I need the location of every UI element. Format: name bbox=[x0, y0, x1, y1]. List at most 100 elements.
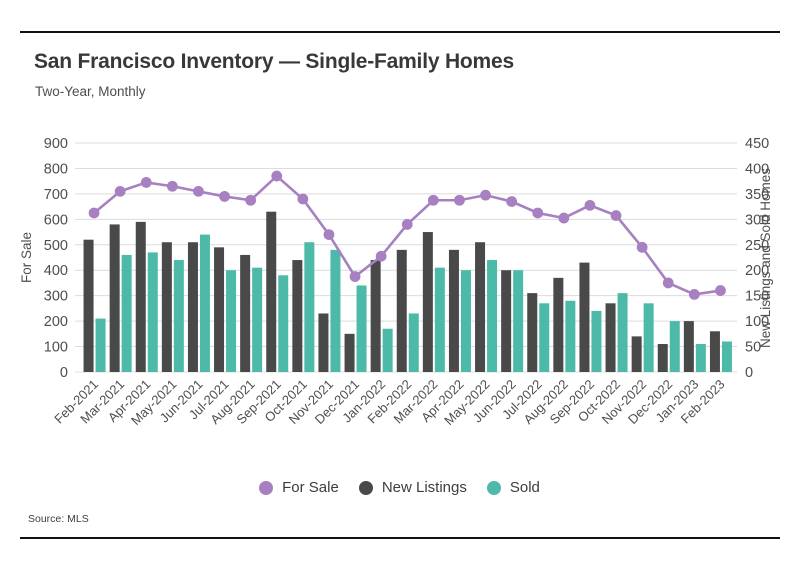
x-axis-tick: Dec-2022 bbox=[625, 377, 675, 427]
x-axis-tick: Apr-2022 bbox=[418, 377, 466, 425]
x-axis-tick: Nov-2022 bbox=[599, 377, 649, 427]
legend-label-for-sale: For Sale bbox=[282, 479, 339, 496]
x-axis-tick: Jun-2021 bbox=[157, 377, 206, 426]
y-axis-right-title: New Listings and Sold Homes bbox=[758, 168, 773, 348]
for-sale-point bbox=[297, 193, 309, 205]
bar-sold bbox=[565, 300, 576, 372]
bar-sold bbox=[617, 293, 628, 372]
x-axis-tick: May-2022 bbox=[441, 377, 492, 428]
y-axis-right-tick: 200 bbox=[745, 263, 769, 279]
y-axis-right-tick: 350 bbox=[745, 187, 769, 203]
bar-sold bbox=[434, 267, 445, 372]
y-axis-left-tick: 200 bbox=[44, 314, 68, 330]
bar-sold bbox=[226, 270, 237, 372]
legend-label-new-listings: New Listings bbox=[381, 479, 467, 496]
bar-sold bbox=[199, 234, 210, 372]
bar-sold bbox=[95, 318, 106, 372]
for-sale-point bbox=[427, 194, 439, 206]
bar-new-listings bbox=[396, 249, 407, 372]
y-axis-right-tick: 400 bbox=[745, 161, 769, 177]
bar-new-listings bbox=[266, 211, 277, 372]
for-sale-point bbox=[715, 285, 726, 296]
for-sale-point bbox=[193, 185, 204, 197]
bar-new-listings bbox=[553, 277, 564, 372]
y-axis-left-tick: 300 bbox=[44, 289, 68, 305]
x-axis-tick: Feb-2023 bbox=[678, 377, 728, 427]
for-sale-point bbox=[558, 212, 570, 224]
for-sale-point bbox=[375, 250, 387, 262]
bar-sold bbox=[487, 260, 498, 372]
y-axis-left-tick: 800 bbox=[44, 161, 68, 177]
bar-new-listings bbox=[683, 321, 694, 372]
for-sale-point bbox=[454, 194, 465, 206]
bar-sold bbox=[513, 270, 524, 372]
bar-new-listings bbox=[527, 293, 538, 372]
for-sale-point bbox=[401, 219, 413, 230]
bar-sold bbox=[643, 303, 654, 372]
bar-new-listings bbox=[292, 260, 303, 372]
bar-new-listings bbox=[709, 331, 720, 372]
y-axis-left-tick: 0 bbox=[60, 365, 68, 381]
bar-new-listings bbox=[422, 232, 433, 372]
bar-new-listings bbox=[605, 303, 616, 372]
for-sale-point bbox=[688, 288, 700, 300]
x-axis-tick: May-2021 bbox=[128, 377, 179, 428]
for-sale-point bbox=[480, 189, 491, 201]
x-axis-tick: Sep-2021 bbox=[233, 377, 283, 427]
for-sale-point bbox=[506, 196, 518, 207]
for-sale-line bbox=[93, 174, 721, 296]
bar-new-listings bbox=[657, 344, 668, 372]
x-axis-tick: Jan-2023 bbox=[653, 377, 702, 426]
bar-new-listings bbox=[187, 242, 198, 372]
bar-new-listings bbox=[475, 242, 486, 372]
y-axis-left-tick: 600 bbox=[44, 212, 68, 228]
y-axis-right-tick: 50 bbox=[745, 340, 761, 356]
y-axis-right-tick: 250 bbox=[745, 238, 769, 254]
y-axis-right-tick: 0 bbox=[745, 365, 753, 381]
chart-subtitle: Two-Year, Monthly bbox=[35, 84, 146, 99]
y-axis-left-tick: 900 bbox=[44, 136, 68, 152]
x-axis-tick: Oct-2022 bbox=[575, 377, 623, 425]
for-sale-point bbox=[219, 191, 230, 202]
for-sale-point bbox=[271, 170, 283, 182]
for-sale-point bbox=[245, 194, 257, 206]
y-axis-left-tick: 100 bbox=[44, 340, 68, 356]
bar-sold bbox=[278, 275, 289, 372]
y-axis-right-tick: 450 bbox=[745, 136, 769, 152]
bar-sold bbox=[721, 341, 732, 372]
for-sale-dot-icon bbox=[259, 480, 274, 495]
y-axis-right-tick: 100 bbox=[745, 314, 769, 330]
bar-new-listings bbox=[448, 249, 459, 372]
x-axis-tick: Jul-2021 bbox=[186, 377, 232, 423]
for-sale-point bbox=[349, 271, 361, 282]
for-sale-point bbox=[114, 185, 126, 197]
for-sale-point bbox=[636, 241, 648, 253]
x-axis-tick: Jul-2022 bbox=[499, 377, 545, 423]
y-axis-left-title: For Sale bbox=[19, 232, 34, 283]
y-axis-right-tick: 150 bbox=[745, 289, 769, 305]
bar-new-listings bbox=[83, 239, 94, 372]
x-axis-tick: Dec-2021 bbox=[312, 377, 362, 427]
bar-sold bbox=[173, 260, 184, 372]
bar-sold bbox=[695, 344, 706, 372]
x-axis-tick: Feb-2022 bbox=[364, 377, 414, 427]
y-axis-left-tick: 500 bbox=[44, 238, 68, 254]
bar-sold bbox=[382, 328, 393, 372]
bar-new-listings bbox=[109, 224, 120, 372]
bar-sold bbox=[356, 285, 367, 372]
for-sale-point bbox=[532, 207, 544, 219]
new-listings-dot-icon bbox=[358, 480, 373, 495]
for-sale-point bbox=[584, 199, 596, 211]
x-axis-tick: Nov-2021 bbox=[286, 377, 336, 427]
y-axis-left-tick: 700 bbox=[44, 187, 68, 203]
bar-sold bbox=[669, 321, 680, 372]
bar-sold bbox=[460, 270, 471, 372]
y-axis-left-tick: 400 bbox=[44, 263, 68, 279]
y-axis-right-tick: 300 bbox=[745, 212, 769, 228]
x-axis-tick: Feb-2021 bbox=[51, 377, 101, 427]
bar-new-listings bbox=[318, 313, 329, 372]
for-sale-point bbox=[662, 277, 674, 289]
bar-sold bbox=[539, 303, 550, 372]
bar-sold bbox=[147, 252, 158, 372]
